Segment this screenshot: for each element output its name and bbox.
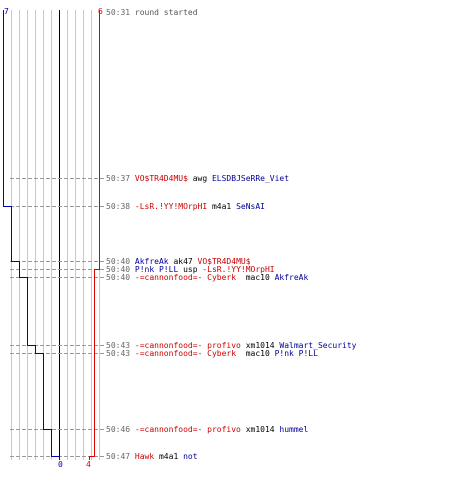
player-name: -=cannonfood=- profivo (134, 341, 241, 350)
weapon-name: xm1014 (240, 341, 280, 350)
player-name: Hawk (134, 452, 155, 461)
weapon-name: m4a1 (154, 452, 184, 461)
event-row: 50:43 -=cannonfood=- profivo xm1014 Walm… (106, 341, 356, 350)
event-message: round started (134, 8, 198, 17)
player-name: VO$TR4D4MU$ (197, 257, 251, 266)
event-time: 50:37 (106, 174, 135, 183)
player-name: SeNsAI (236, 202, 265, 211)
player-name: -=cannonfood=- Cyberk (134, 273, 237, 282)
event-row: 50:40 P!nk P!LL usp -LsR.!YY!MOrpHI (106, 265, 275, 274)
event-row: 50:38 -LsR.!YY!MOrpHI m4a1 SeNsAI (106, 202, 265, 211)
event-row: 50:46 -=cannonfood=- profivo xm1014 humm… (106, 425, 308, 434)
player-name: hummel (279, 425, 309, 434)
event-time: 50:46 (106, 425, 135, 434)
event-time: 50:47 (106, 452, 135, 461)
event-row: 50:43 -=cannonfood=- Cyberk mac10 P!nk P… (106, 349, 318, 358)
event-time: 50:31 (106, 8, 135, 17)
weapon-name: usp (178, 265, 203, 274)
red-end-count: 4 (86, 460, 91, 469)
weapon-name: awg (187, 174, 212, 183)
weapon-name: xm1014 (240, 425, 280, 434)
player-name: Walmart_Security (279, 341, 357, 350)
weapon-name: ak47 (168, 257, 198, 266)
weapon-name: m4a1 (207, 202, 237, 211)
event-row: 50:47 Hawk m4a1 not (106, 452, 198, 461)
weapon-name: mac10 (236, 273, 275, 282)
blue-end-count: 0 (58, 460, 63, 469)
red-team-line (89, 10, 100, 460)
blue-team-line (3, 10, 60, 460)
player-name: VO$TR4D4MU$ (134, 174, 188, 183)
event-row: 50:40 -=cannonfood=- Cyberk mac10 AkfreA… (106, 273, 308, 282)
event-row: 50:40 AkfreAk ak47 VO$TR4D4MU$ (106, 257, 251, 266)
player-name: not (183, 452, 198, 461)
player-name: P!nk P!LL (134, 265, 179, 274)
player-name: AkfreAk (134, 257, 169, 266)
event-time: 50:40 (106, 257, 135, 266)
weapon-name: mac10 (236, 349, 275, 358)
event-time: 50:43 (106, 341, 135, 350)
player-name: ELSDBJSeRRe_Viet (211, 174, 290, 183)
player-name: -=cannonfood=- profivo (134, 425, 241, 434)
player-name: P!nk P!LL (274, 349, 318, 358)
player-name: -LsR.!YY!MOrpHI (202, 265, 275, 274)
player-name: AkfreAk (274, 273, 309, 282)
event-row: 50:31 round started (106, 8, 198, 17)
blue-start-count: 7 (4, 7, 9, 16)
red-start-count: 6 (98, 7, 103, 16)
event-row: 50:37 VO$TR4D4MU$ awg ELSDBJSeRRe_Viet (106, 174, 289, 183)
player-name: -=cannonfood=- Cyberk (134, 349, 237, 358)
player-name: -LsR.!YY!MOrpHI (134, 202, 208, 211)
event-time: 50:40 (106, 265, 135, 274)
event-time: 50:43 (106, 349, 135, 358)
event-time: 50:40 (106, 273, 135, 282)
event-time: 50:38 (106, 202, 135, 211)
